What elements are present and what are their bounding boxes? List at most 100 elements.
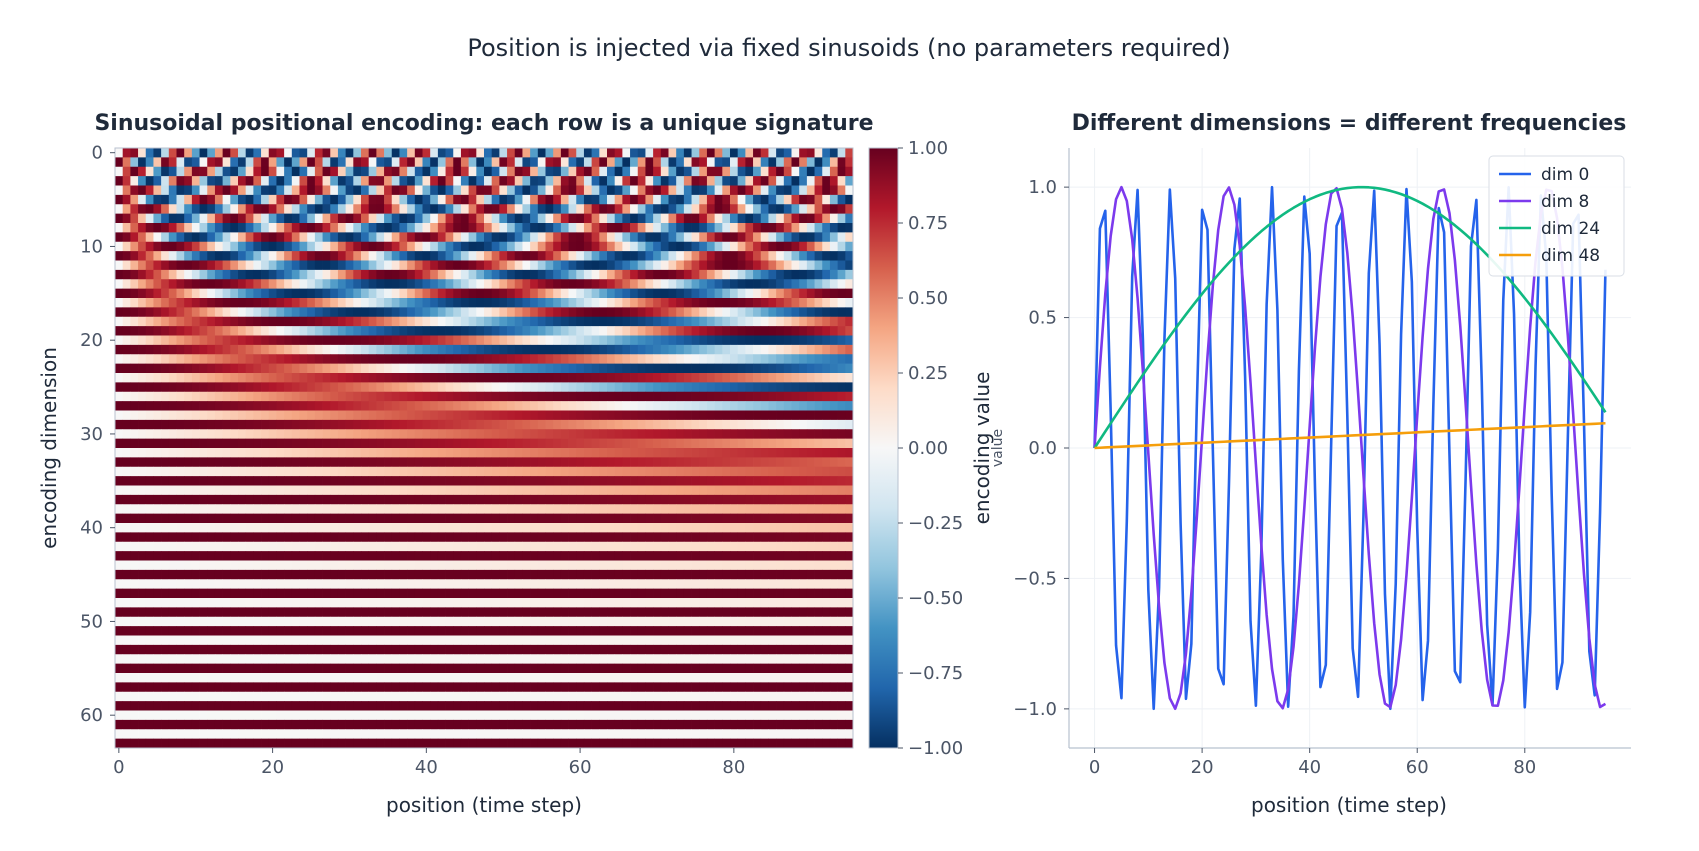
heatmap-cell xyxy=(199,466,208,477)
heatmap-cell xyxy=(507,626,516,636)
heatmap-cell xyxy=(776,260,785,271)
heatmap-cell xyxy=(238,429,247,439)
heatmap-cell xyxy=(422,579,431,589)
heatmap-cell xyxy=(614,523,623,533)
heatmap-cell xyxy=(776,476,785,486)
heatmap-cell xyxy=(168,626,177,636)
heatmap-cell xyxy=(568,466,577,477)
heatmap-cell xyxy=(145,185,154,196)
heatmap-cell xyxy=(122,382,131,393)
heatmap-cell xyxy=(361,307,370,318)
heatmap-cell xyxy=(591,560,600,571)
heatmap-cell xyxy=(337,607,346,618)
heatmap-cell xyxy=(507,410,516,421)
heatmap-cell xyxy=(691,598,700,608)
heatmap-cell xyxy=(806,241,815,252)
heatmap-cell xyxy=(614,260,623,271)
heatmap-cell xyxy=(422,157,431,168)
heatmap-cell xyxy=(153,485,162,496)
heatmap-cell xyxy=(276,213,285,224)
heatmap-cell xyxy=(176,223,185,233)
heatmap-cell xyxy=(814,410,823,421)
heatmap-cell xyxy=(230,166,239,177)
heatmap-cell xyxy=(837,504,846,514)
heatmap-cell xyxy=(783,485,792,496)
heatmap-cell xyxy=(637,457,646,468)
heatmap-cell xyxy=(822,176,831,186)
heatmap-cell xyxy=(245,185,254,196)
heatmap-cell xyxy=(245,476,254,486)
heatmap-cell xyxy=(753,588,762,599)
heatmap-cell xyxy=(660,448,669,458)
heatmap-cell xyxy=(591,185,600,196)
heatmap-cell xyxy=(307,335,316,346)
heatmap-cell xyxy=(207,176,216,186)
heatmap-cell xyxy=(253,307,262,318)
heatmap-cell xyxy=(238,288,247,299)
heatmap-cell xyxy=(660,232,669,243)
heatmap-cell xyxy=(507,316,516,327)
heatmap-cell xyxy=(460,504,469,514)
heatmap-cell xyxy=(829,382,838,393)
heatmap-cell xyxy=(568,344,577,355)
heatmap-cell xyxy=(314,157,323,168)
heatmap-cell xyxy=(622,157,631,168)
heatmap-cell xyxy=(299,307,308,318)
heatmap-cell xyxy=(522,148,531,158)
heatmap-cell xyxy=(199,438,208,449)
heatmap-cell xyxy=(261,176,270,186)
heatmap-cell xyxy=(314,466,323,477)
heatmap-cell xyxy=(576,391,585,402)
heatmap-cell xyxy=(722,326,731,336)
heatmap-cell xyxy=(814,551,823,561)
heatmap-cell xyxy=(614,298,623,308)
heatmap-cell xyxy=(268,298,277,308)
heatmap-cell xyxy=(553,194,562,205)
heatmap-cell xyxy=(314,344,323,355)
heatmap-cell xyxy=(368,504,377,514)
heatmap-cell xyxy=(760,166,769,177)
heatmap-cell xyxy=(214,410,223,421)
heatmap-cell xyxy=(537,307,546,318)
heatmap-cell xyxy=(153,213,162,224)
heatmap-cell xyxy=(683,401,692,411)
heatmap-cell xyxy=(737,429,746,439)
heatmap-cell xyxy=(730,616,739,627)
heatmap-cell xyxy=(391,344,400,355)
heatmap-cell xyxy=(407,260,416,271)
heatmap-cell xyxy=(214,504,223,514)
heatmap-cell xyxy=(145,626,154,636)
heatmap-cell xyxy=(845,410,854,421)
heatmap-cell xyxy=(491,626,500,636)
heatmap-cell xyxy=(576,466,585,477)
heatmap-cell xyxy=(537,260,546,271)
heatmap-cell xyxy=(268,260,277,271)
heatmap-cell xyxy=(414,335,423,346)
heatmap-cell xyxy=(691,541,700,552)
heatmap-cell xyxy=(122,588,131,599)
heatmap-cell xyxy=(261,354,270,364)
heatmap-cell xyxy=(138,466,147,477)
heatmap-cell xyxy=(768,626,777,636)
heatmap-cell xyxy=(760,569,769,580)
heatmap-cell xyxy=(814,579,823,589)
heatmap-cell xyxy=(776,288,785,299)
heatmap-cell xyxy=(460,626,469,636)
heatmap-cell xyxy=(607,223,616,233)
heatmap-cell xyxy=(499,626,508,636)
heatmap-cell xyxy=(414,354,423,364)
heatmap-cell xyxy=(207,541,216,552)
heatmap-cell xyxy=(783,185,792,196)
heatmap-cell xyxy=(476,354,485,364)
heatmap-cell xyxy=(422,457,431,468)
heatmap-cell xyxy=(268,401,277,411)
heatmap-cell xyxy=(614,494,623,505)
heatmap-cell xyxy=(284,157,293,168)
heatmap-cell xyxy=(168,194,177,205)
heatmap-cell xyxy=(829,176,838,186)
heatmap-cell xyxy=(837,607,846,618)
heatmap-cell xyxy=(422,598,431,608)
heatmap-cell xyxy=(568,269,577,280)
heatmap-cell xyxy=(699,194,708,205)
heatmap-cell xyxy=(453,288,462,299)
